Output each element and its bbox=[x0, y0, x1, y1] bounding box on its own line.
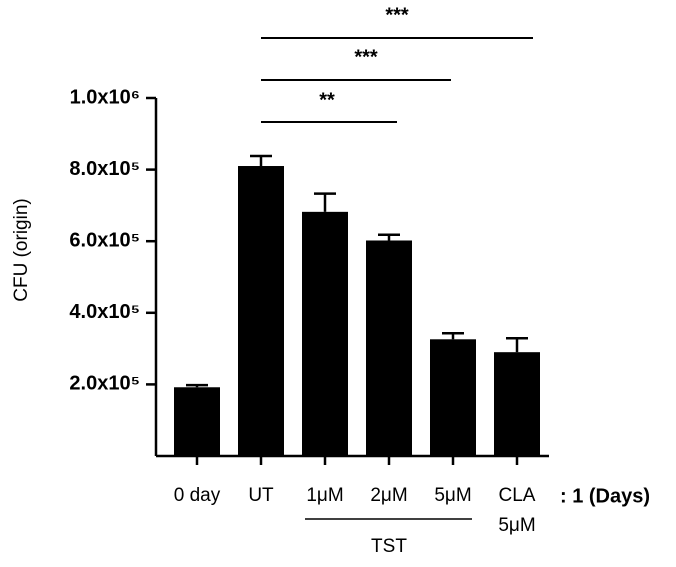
x-tick-label: 5μM bbox=[434, 485, 472, 506]
y-axis-label: CFU (origin) bbox=[11, 198, 32, 301]
y-tick-label: 8.0x10⁵ bbox=[69, 158, 140, 180]
bar bbox=[238, 166, 284, 456]
x-tick-label: 1μM bbox=[306, 485, 344, 506]
x-tick-label: 2μM bbox=[370, 485, 408, 506]
time-label: : 1 (Days) bbox=[560, 485, 650, 507]
bar bbox=[174, 387, 220, 456]
bar bbox=[366, 240, 412, 456]
group-label: TST bbox=[371, 536, 407, 557]
y-tick-label: 4.0x10⁵ bbox=[69, 301, 140, 323]
x-tick-label: UT bbox=[248, 485, 274, 506]
x-tick-label: 0 day bbox=[173, 485, 221, 506]
bar bbox=[494, 352, 540, 456]
bar bbox=[302, 211, 348, 456]
y-tick-label: 6.0x10⁵ bbox=[69, 229, 140, 251]
y-tick-label: 1.0x10⁶ bbox=[70, 86, 140, 108]
x-tick-label: CLA 5μM bbox=[498, 485, 536, 536]
significance-label: *** bbox=[354, 46, 378, 68]
y-tick-label: 2.0x10⁵ bbox=[69, 373, 140, 395]
significance-label: ** bbox=[319, 89, 335, 111]
bar bbox=[430, 339, 476, 456]
significance-label: *** bbox=[385, 4, 409, 26]
